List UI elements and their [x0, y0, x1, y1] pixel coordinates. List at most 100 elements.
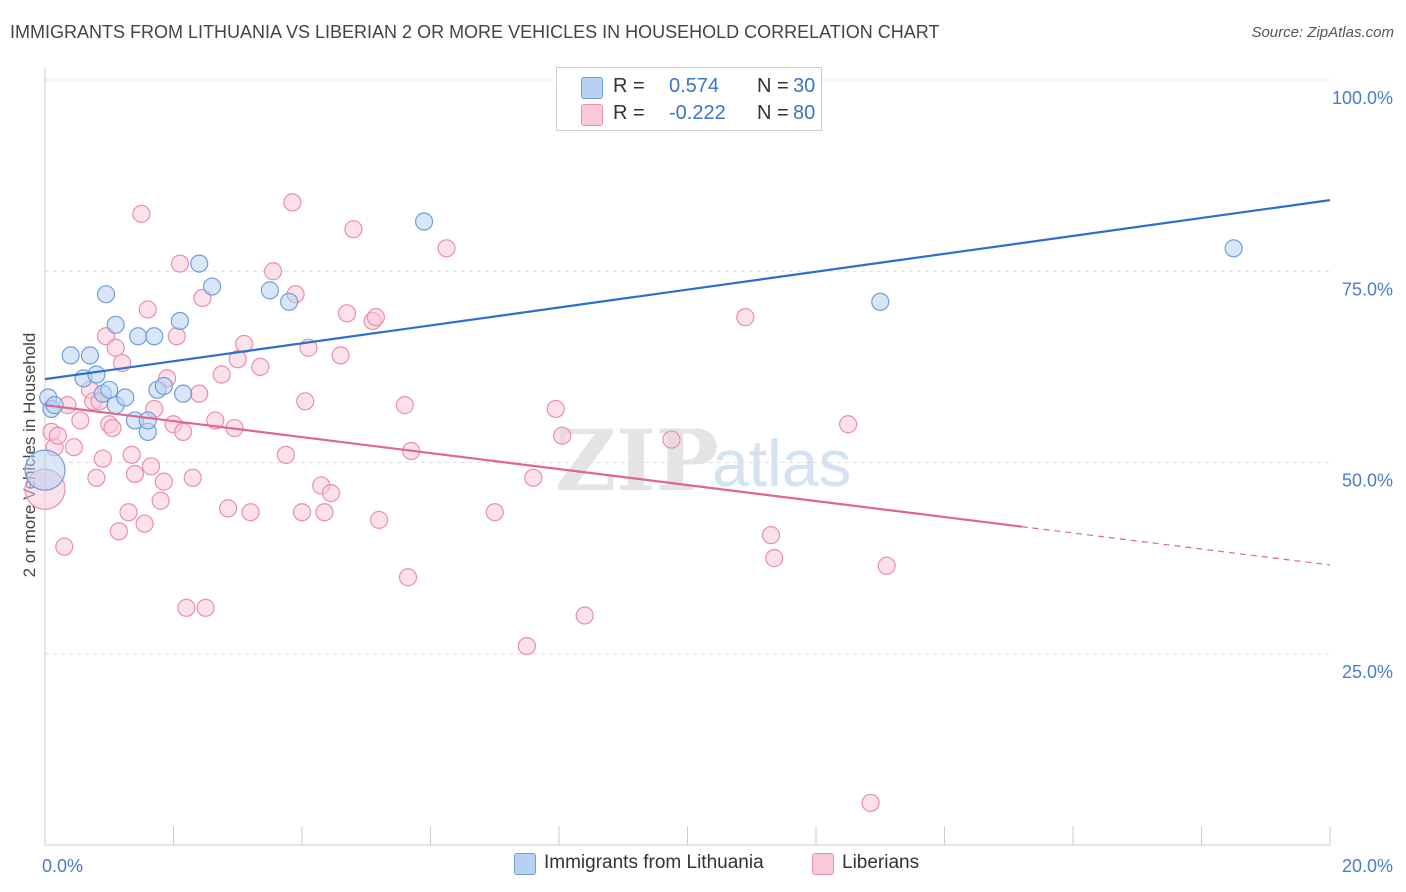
- lithuania-point: [280, 292, 299, 311]
- lithuania-point: [61, 346, 80, 365]
- tick-labels: 25.0% 50.0% 75.0% 100.0% 0.0% 20.0%: [42, 88, 1393, 876]
- liberians-point: [177, 598, 196, 617]
- liberians-point: [395, 396, 414, 415]
- y-tick-label: 75.0%: [1342, 279, 1393, 299]
- legend-swatch-pink: [581, 104, 603, 126]
- correlation-legend: R = 0.574 N = 30 R = -0.222 N = 80: [556, 67, 822, 131]
- liberians-point: [263, 262, 283, 281]
- liberians-point: [437, 239, 456, 258]
- liberians-point: [151, 491, 170, 510]
- liberians-point: [276, 445, 296, 464]
- liberians-point: [138, 300, 157, 319]
- liberians-point: [251, 357, 270, 376]
- legend-n-label: N =: [757, 75, 789, 97]
- source-label: Source: ZipAtlas.com: [1251, 24, 1394, 41]
- lithuania-point: [170, 311, 190, 331]
- lithuania-point: [871, 292, 890, 311]
- liberians-point: [170, 254, 190, 273]
- liberians-point: [315, 503, 334, 522]
- watermark-zip: ZIP: [555, 411, 719, 510]
- legend-swatch-pink: [812, 853, 834, 875]
- legend-swatch-blue: [581, 77, 603, 99]
- liberians-points: [24, 193, 896, 813]
- trend-lines: [44, 199, 1331, 566]
- liberians-point: [212, 365, 231, 384]
- y-tick-label: 25.0%: [1342, 662, 1393, 682]
- liberians-point: [662, 430, 681, 449]
- legend-r-label: R =: [613, 75, 645, 97]
- liberians-point: [119, 503, 138, 522]
- liberians-point: [87, 468, 106, 487]
- lithuania-point: [87, 365, 106, 384]
- legend-n-value: 80: [793, 102, 816, 124]
- liberians-point: [366, 308, 385, 327]
- liberians-point: [331, 346, 350, 365]
- watermark: ZIP atlas: [555, 411, 851, 510]
- liberians-point: [517, 636, 536, 656]
- lithuania-trend-line: [44, 199, 1331, 381]
- legend-label-liberians: Liberians: [842, 852, 920, 873]
- lithuania-point: [154, 376, 173, 396]
- liberians-point: [398, 568, 418, 587]
- liberians-point: [48, 426, 67, 445]
- liberians-point: [861, 793, 880, 813]
- y-tick-label: 100.0%: [1332, 88, 1393, 108]
- liberians-point: [839, 415, 858, 434]
- lithuania-point: [24, 449, 66, 491]
- x-tick-label: 0.0%: [42, 856, 83, 876]
- liberians-point: [877, 556, 896, 575]
- liberians-point: [135, 514, 154, 533]
- legend-r-value: -0.222: [669, 102, 726, 124]
- liberians-point: [546, 399, 565, 419]
- liberians-point: [344, 220, 363, 239]
- liberians-point: [64, 438, 84, 457]
- liberians-point: [765, 549, 784, 568]
- lithuania-point: [106, 315, 125, 334]
- liberians-point: [55, 537, 74, 556]
- liberians-point: [71, 411, 90, 430]
- liberians-point: [190, 384, 209, 403]
- liberians-point: [174, 422, 193, 441]
- liberians-point: [553, 426, 572, 445]
- lithuania-point: [260, 281, 279, 300]
- liberians-point: [219, 499, 238, 518]
- liberians-point: [228, 350, 247, 369]
- lithuania-point: [414, 212, 434, 231]
- liberians-point: [167, 327, 186, 346]
- axes: [44, 68, 1331, 846]
- liberians-point: [196, 598, 215, 617]
- liberians-point: [736, 308, 755, 327]
- lithuania-point: [96, 285, 116, 304]
- lithuania-point: [80, 346, 100, 365]
- liberians-point: [321, 484, 341, 503]
- liberians-point: [370, 510, 389, 529]
- liberians-point: [296, 392, 315, 411]
- liberians-point: [485, 503, 504, 522]
- liberians-point: [125, 464, 145, 484]
- liberians-point: [283, 193, 302, 212]
- x-tick-label: 20.0%: [1342, 856, 1393, 876]
- legend-r-label: R =: [613, 102, 645, 124]
- chart-title: IMMIGRANTS FROM LITHUANIA VS LIBERIAN 2 …: [10, 22, 940, 42]
- lithuania-point: [202, 277, 222, 296]
- legend-r-value: 0.574: [669, 75, 720, 97]
- liberians-point: [154, 472, 173, 491]
- legend-label-lithuania: Immigrants from Lithuania: [544, 852, 764, 873]
- liberians-point: [109, 522, 128, 541]
- y-axis-label: 2 or more Vehicles in Household: [20, 333, 39, 578]
- lithuania-point: [129, 327, 148, 346]
- liberians-point: [241, 503, 260, 522]
- liberians-trend-line: [44, 404, 1022, 528]
- liberians-point: [761, 526, 781, 545]
- liberians-point: [337, 304, 357, 323]
- legend-swatch-blue: [514, 853, 536, 875]
- liberians-point: [132, 204, 151, 223]
- liberians-point: [183, 468, 202, 487]
- y-tick-label: 50.0%: [1342, 471, 1393, 491]
- liberians-point: [141, 457, 161, 476]
- liberians-point: [106, 338, 125, 357]
- liberians-point: [93, 449, 112, 468]
- lithuania-point: [116, 388, 135, 407]
- lithuania-point: [100, 380, 119, 399]
